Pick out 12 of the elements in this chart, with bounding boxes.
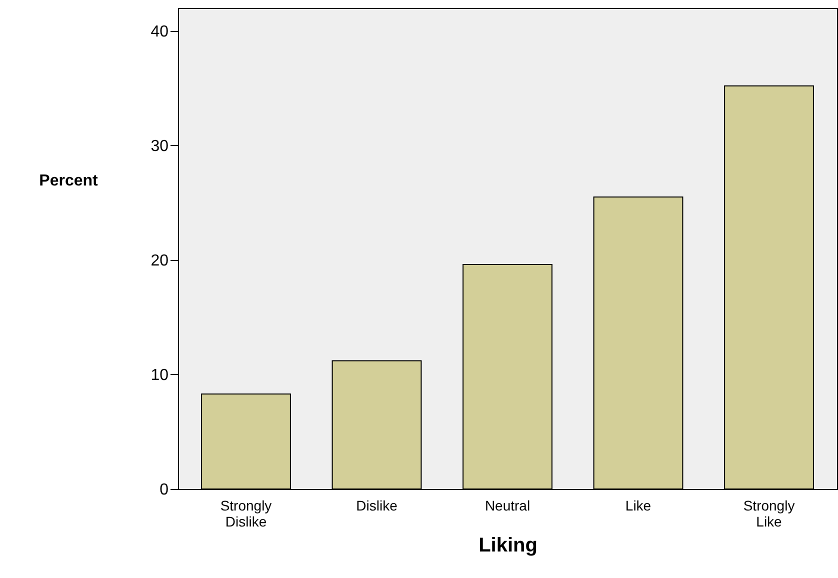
x-tick-label: Dislike [356, 498, 398, 514]
y-tick-label: 40 [150, 23, 169, 40]
y-tick-label: 30 [150, 138, 169, 155]
y-tick-label: 0 [160, 482, 169, 498]
y-tick-label: 20 [150, 252, 169, 270]
x-tick-label: Strongly Dislike [220, 498, 272, 530]
y-axis-title: Percent [39, 172, 99, 190]
y-tick-label: 10 [150, 366, 169, 384]
x-axis-title: Liking [478, 534, 538, 556]
x-tick-label: Neutral [484, 498, 530, 514]
x-tick-label: Like [625, 498, 652, 514]
x-tick-label: Strongly Like [743, 498, 795, 530]
